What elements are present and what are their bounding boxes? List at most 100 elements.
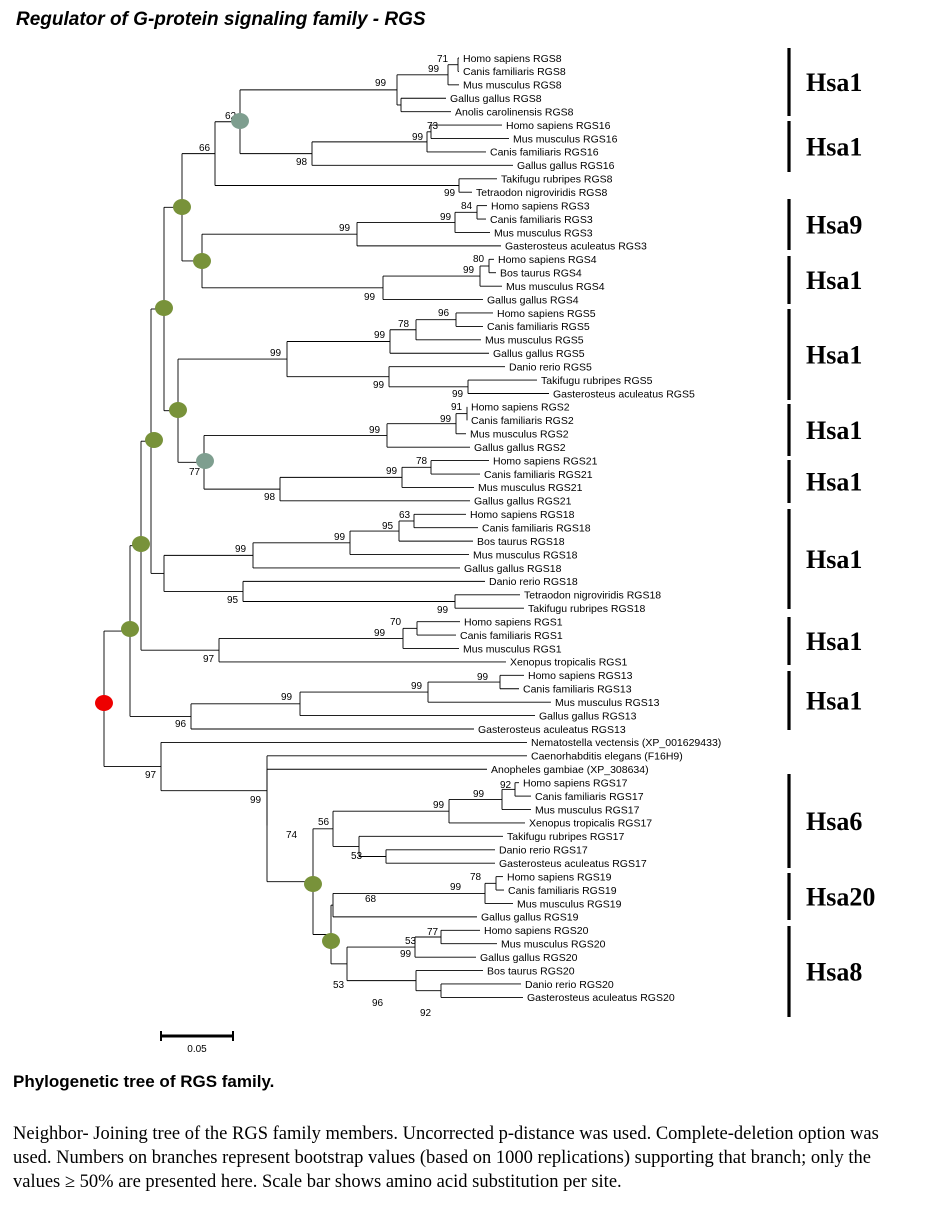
taxon-label: Homo sapiens RGS5 [497, 308, 596, 320]
node-marker-green [304, 876, 322, 892]
taxon-label: Homo sapiens RGS8 [463, 53, 562, 65]
bootstrap-value: 99 [281, 692, 293, 703]
bootstrap-value: 99 [250, 795, 262, 806]
taxon-label: Takifugu rubripes RGS18 [528, 603, 645, 615]
tree-branches [103, 57, 551, 998]
chromosome-group-label: Hsa1 [806, 416, 862, 445]
bootstrap-value: 99 [440, 414, 452, 425]
taxon-label: Homo sapiens RGS16 [506, 120, 611, 132]
chromosome-group-label: Hsa9 [806, 211, 862, 240]
chromosome-group-label: Hsa1 [806, 68, 862, 97]
taxon-label: Homo sapiens RGS13 [528, 670, 633, 682]
bootstrap-value: 99 [440, 212, 452, 223]
taxon-label: Danio rerio RGS17 [499, 845, 588, 857]
bootstrap-value: 99 [400, 949, 412, 960]
bootstrap-value: 95 [382, 521, 394, 532]
taxon-label: Mus musculus RGS13 [555, 697, 660, 709]
bootstrap-value: 78 [398, 319, 410, 330]
taxon-label: Canis familiaris RGS17 [535, 791, 644, 803]
taxon-label: Tetraodon nigroviridis RGS8 [476, 187, 607, 199]
taxon-label: Takifugu rubripes RGS5 [541, 375, 653, 387]
bootstrap-value: 99 [339, 223, 351, 234]
taxon-label: Canis familiaris RGS2 [471, 415, 574, 427]
taxon-label: Xenopus tropicalis RGS1 [510, 657, 627, 669]
node-marker-red [95, 695, 113, 711]
taxon-label: Nematostella vectensis (XP_001629433) [531, 737, 721, 749]
bootstrap-value: 99 [463, 265, 475, 276]
taxon-label: Canis familiaris RGS19 [508, 885, 617, 897]
taxon-label: Tetraodon nigroviridis RGS18 [524, 590, 661, 602]
taxon-label: Canis familiaris RGS3 [490, 214, 593, 226]
taxon-label: Gallus gallus RGS2 [474, 442, 566, 454]
taxon-label: Homo sapiens RGS17 [523, 777, 628, 789]
bootstrap-value: 56 [318, 817, 330, 828]
taxon-label: Canis familiaris RGS13 [523, 684, 632, 696]
taxon-label: Gallus gallus RGS8 [450, 93, 542, 105]
bootstrap-value: 99 [412, 132, 424, 143]
bootstrap-value: 97 [203, 654, 215, 665]
taxon-label: Gallus gallus RGS4 [487, 294, 579, 306]
taxon-label: Mus musculus RGS20 [501, 939, 606, 951]
bootstrap-value: 77 [189, 467, 201, 478]
taxon-label: Canis familiaris RGS5 [487, 321, 590, 333]
bootstrap-value: 73 [427, 121, 439, 132]
bootstrap-value: 98 [296, 157, 308, 168]
taxon-label: Mus musculus RGS1 [463, 643, 562, 655]
taxon-label: Gallus gallus RGS21 [474, 496, 572, 508]
bootstrap-value: 92 [420, 1008, 432, 1019]
taxon-label: Gasterosteus aculeatus RGS20 [527, 992, 675, 1004]
taxon-label: Mus musculus RGS5 [485, 335, 584, 347]
taxon-label: Canis familiaris RGS21 [484, 469, 593, 481]
taxon-label: Homo sapiens RGS1 [464, 616, 563, 628]
node-marker-gray [196, 453, 214, 469]
chromosome-group-label: Hsa1 [806, 468, 862, 497]
taxon-label: Anopheles gambiae (XP_308634) [491, 764, 649, 776]
bootstrap-value: 68 [365, 894, 377, 905]
bootstrap-value: 99 [433, 800, 445, 811]
node-marker-green [169, 402, 187, 418]
bootstrap-value: 53 [405, 936, 417, 947]
bootstrap-value: 99 [477, 672, 489, 683]
taxon-label: Bos taurus RGS18 [477, 536, 565, 548]
chromosome-group-label: Hsa1 [806, 627, 862, 656]
taxon-label: Homo sapiens RGS20 [484, 925, 589, 937]
bootstrap-value: 71 [437, 54, 449, 65]
taxon-label: Caenorhabditis elegans (F16H9) [531, 751, 683, 763]
taxon-label: Mus musculus RGS2 [470, 429, 569, 441]
bootstrap-value: 91 [451, 402, 463, 413]
chromosome-group-label: Hsa1 [806, 341, 862, 370]
bootstrap-value: 96 [438, 308, 450, 319]
chromosome-group-label: Hsa1 [806, 687, 862, 716]
taxon-label: Gasterosteus aculeatus RGS3 [505, 241, 647, 253]
bootstrap-value: 99 [369, 425, 381, 436]
taxon-label: Gasterosteus aculeatus RGS5 [553, 388, 695, 400]
chromosome-groups: Hsa1 Hsa1 Hsa9 Hsa1 Hsa1 Hsa1 Hsa1 Hsa1 Hsa1 Hsa1… [787, 48, 875, 1017]
taxon-label: Gallus gallus RGS19 [481, 912, 579, 924]
bootstrap-value: 66 [199, 143, 211, 154]
bootstrap-value: 99 [374, 330, 386, 341]
node-marker-green [132, 536, 150, 552]
bootstrap-value: 95 [227, 595, 239, 606]
bootstrap-value: 99 [375, 78, 387, 89]
taxon-label: Gallus gallus RGS5 [493, 348, 585, 360]
taxon-label: Canis familiaris RGS1 [460, 630, 563, 642]
bootstrap-value: 99 [437, 605, 449, 616]
bootstrap-value: 63 [399, 510, 411, 521]
bootstrap-value: 99 [235, 544, 247, 555]
node-marker-green [173, 199, 191, 215]
bootstrap-value: 99 [428, 64, 440, 75]
node-marker-green [322, 933, 340, 949]
taxon-label: Mus musculus RGS18 [473, 549, 578, 561]
taxon-label: Mus musculus RGS19 [517, 898, 622, 910]
bootstrap-value: 74 [286, 830, 298, 841]
chromosome-group-label: Hsa20 [806, 883, 875, 912]
taxon-label: Takifugu rubripes RGS17 [507, 831, 624, 843]
taxon-label: Bos taurus RGS4 [500, 268, 582, 280]
taxon-label: Mus musculus RGS8 [463, 80, 562, 92]
taxon-label: Homo sapiens RGS18 [470, 509, 575, 521]
taxon-label: Gasterosteus aculeatus RGS13 [478, 724, 626, 736]
taxon-label: Danio rerio RGS5 [509, 361, 592, 373]
bootstrap-values: 7199996273999866998499998099999678999999… [145, 54, 512, 1019]
